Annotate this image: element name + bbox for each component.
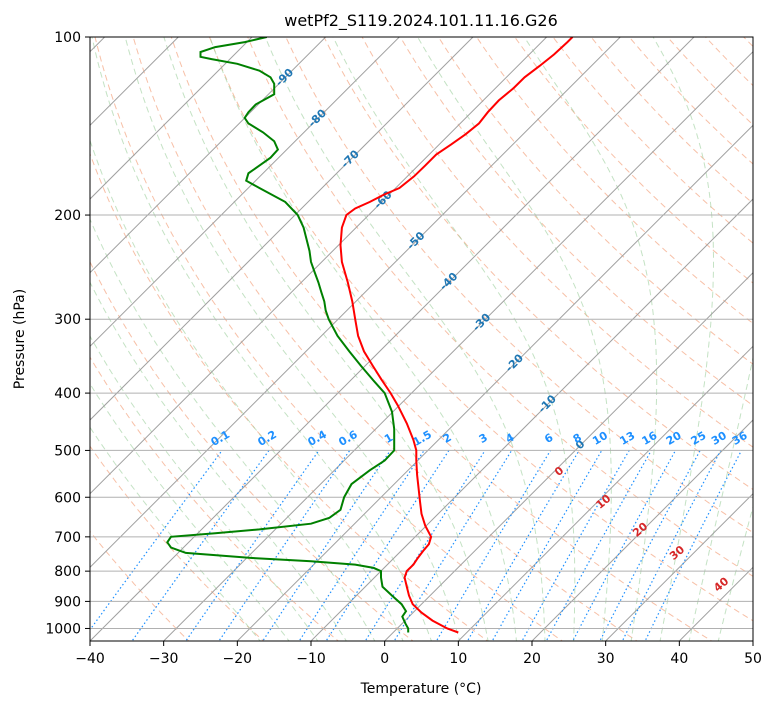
mixing-ratio-line xyxy=(185,450,320,641)
mixing-ratio-line xyxy=(393,450,513,641)
plot-frame xyxy=(89,36,754,642)
y-tick-label: 100 xyxy=(54,30,81,46)
x-tick-label: 50 xyxy=(744,651,762,667)
chart-title: wetPf2_S119.2024.101.11.16.G26 xyxy=(284,11,558,31)
dewpoint-profile-line xyxy=(166,37,410,633)
plot-background xyxy=(90,37,753,641)
sounding-profiles xyxy=(166,37,574,634)
mixing-ratio-line xyxy=(545,450,652,641)
mixing-ratio-line xyxy=(262,450,391,641)
x-tick-label: −10 xyxy=(296,651,326,667)
isotherm-line xyxy=(90,37,474,421)
x-tick-label: 30 xyxy=(597,651,615,667)
mixing-ratio-line xyxy=(298,450,425,641)
mixing-ratio-line xyxy=(599,450,701,641)
isotherm-line xyxy=(457,345,753,641)
y-tick-label: 800 xyxy=(54,564,81,580)
mixing-ratio-line xyxy=(218,450,351,641)
y-tick-label: 1000 xyxy=(45,621,81,637)
y-axis-ticks: 1000 900 800 700 600 500 400 300 200 100 xyxy=(45,30,90,637)
x-tick-label: 20 xyxy=(523,651,541,667)
isotherm-line xyxy=(310,198,753,641)
y-tick-label: 400 xyxy=(54,386,81,402)
isotherm-line xyxy=(90,37,695,641)
isotherm-line xyxy=(604,492,753,641)
pressure-gridlines xyxy=(90,37,753,629)
x-tick-label: −20 xyxy=(223,651,253,667)
x-axis-label: Temperature (°C) xyxy=(360,681,482,697)
isotherm-line xyxy=(90,37,548,495)
isotherm-line xyxy=(90,37,401,348)
isotherm-line xyxy=(90,37,253,200)
mixing-ratio-line xyxy=(90,450,223,631)
y-tick-label: 300 xyxy=(54,312,81,328)
moist-adiabat-line xyxy=(90,217,376,641)
isotherm-line xyxy=(90,37,622,569)
x-axis-ticks: −40 −30 −20 −10 0 10 20 30 40 50 xyxy=(75,641,762,667)
x-tick-label: 40 xyxy=(670,651,688,667)
mixing-ratio-line xyxy=(131,450,270,641)
isotherm-line xyxy=(531,419,753,641)
isotherm-line xyxy=(383,271,753,641)
y-tick-label: 500 xyxy=(54,443,81,459)
isotherm-line xyxy=(236,124,753,641)
x-tick-label: 10 xyxy=(449,651,467,667)
mixing-ratio-line xyxy=(466,450,580,641)
y-tick-label: 900 xyxy=(54,594,81,610)
x-tick-label: −40 xyxy=(75,651,105,667)
y-axis-label: Pressure (hPa) xyxy=(12,289,28,389)
isotherm-line xyxy=(90,37,327,274)
y-tick-label: 700 xyxy=(54,530,81,546)
mixing-ratio-line xyxy=(572,450,677,641)
x-tick-label: 0 xyxy=(380,651,389,667)
x-tick-label: −30 xyxy=(149,651,179,667)
dry-adiabat-line xyxy=(90,152,489,641)
y-tick-label: 600 xyxy=(54,490,81,506)
mixing-ratio-line xyxy=(621,450,722,641)
mixing-ratio-line xyxy=(435,450,552,641)
temperature-profile-line xyxy=(339,37,574,634)
dry-adiabat-line xyxy=(90,260,414,641)
y-tick-label: 200 xyxy=(54,208,81,224)
isotherm-line xyxy=(162,50,753,641)
